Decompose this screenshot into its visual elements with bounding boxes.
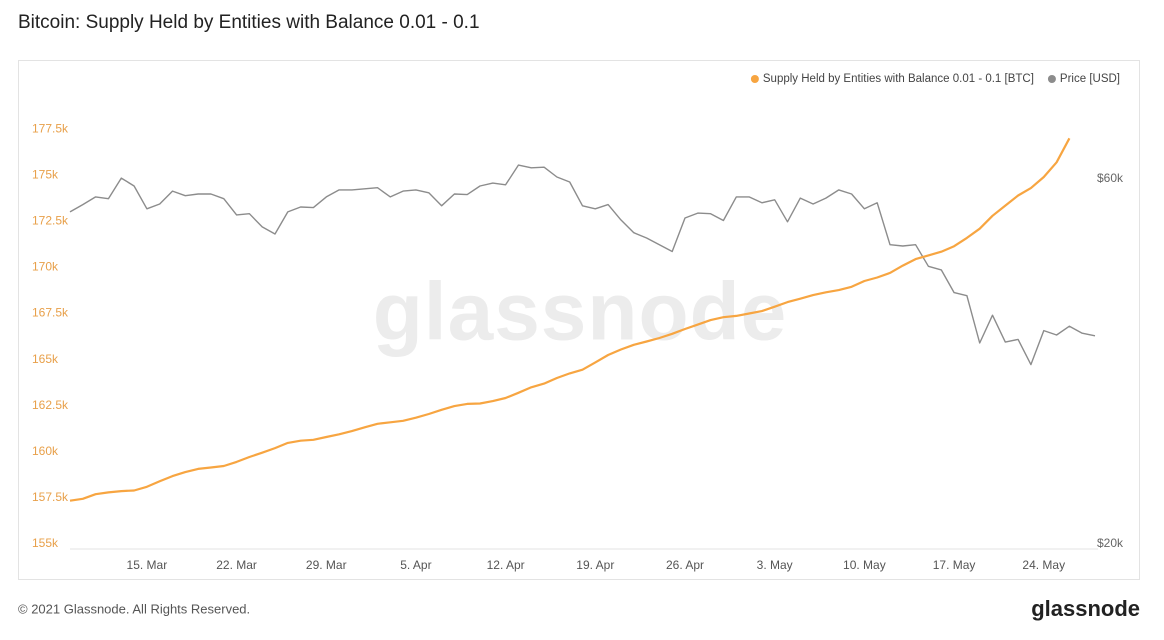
series-line xyxy=(69,137,1071,502)
y2-tick-label: $20k xyxy=(1097,536,1124,550)
legend-label: Price [USD] xyxy=(1060,73,1120,85)
x-tick-label: 12. Apr xyxy=(487,558,525,572)
y-tick-label: 165k xyxy=(32,352,59,366)
x-tick-label: 17. May xyxy=(933,558,976,572)
chart-panel xyxy=(18,60,1140,580)
x-tick-label: 3. May xyxy=(757,558,793,572)
y-tick-label: 175k xyxy=(32,167,59,181)
y-tick-label: 167.5k xyxy=(32,306,69,320)
x-tick-label: 29. Mar xyxy=(306,558,347,572)
x-tick-label: 10. May xyxy=(843,558,886,572)
x-tick-label: 22. Mar xyxy=(216,558,257,572)
y-tick-label: 162.5k xyxy=(32,398,69,412)
legend-label: Supply Held by Entities with Balance 0.0… xyxy=(763,73,1034,85)
x-tick-label: 26. Apr xyxy=(666,558,704,572)
chart-title: Bitcoin: Supply Held by Entities with Ba… xyxy=(18,12,480,33)
y-tick-label: 157.5k xyxy=(32,490,69,504)
y-tick-label: 170k xyxy=(32,260,59,274)
x-tick-label: 5. Apr xyxy=(400,558,431,572)
x-tick-label: 15. Mar xyxy=(127,558,168,572)
legend-swatch xyxy=(1047,75,1056,83)
y-tick-label: 177.5k xyxy=(32,121,69,135)
logo: glassnode xyxy=(1031,596,1140,621)
legend-swatch xyxy=(750,75,759,83)
y-tick-label: 155k xyxy=(32,536,59,550)
footer: © 2021 Glassnode. All Rights Reserved. xyxy=(18,601,250,616)
series-line xyxy=(69,164,1096,366)
watermark: glassnode xyxy=(373,267,788,358)
x-tick-label: 24. May xyxy=(1022,558,1065,572)
y-tick-label: 160k xyxy=(32,444,59,458)
y2-tick-label: $60k xyxy=(1097,171,1124,185)
y-tick-label: 172.5k xyxy=(32,213,69,227)
x-tick-label: 19. Apr xyxy=(576,558,614,572)
